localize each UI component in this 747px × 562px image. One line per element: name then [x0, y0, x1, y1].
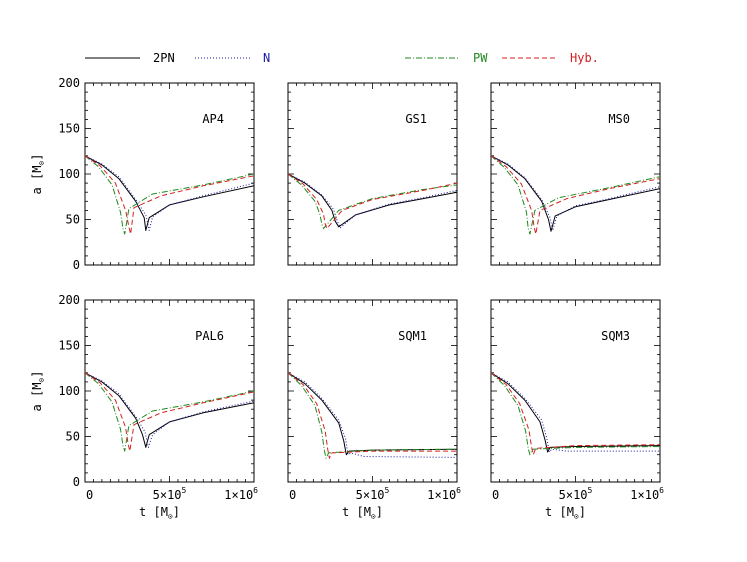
series-n [85, 155, 254, 231]
ticks [490, 82, 661, 266]
series-2pn [288, 372, 457, 456]
series-group [288, 372, 457, 459]
series-pw [491, 155, 660, 235]
panel-sqm3: 0 5×105 1×106 t [M⊙] SQM3 [490, 299, 664, 521]
series-hyb [288, 173, 457, 230]
x-axis-label: t [M⊙] [342, 505, 383, 521]
ticks [84, 82, 255, 266]
legend-label: 2PN [153, 51, 175, 65]
y-tick-label: 200 [58, 76, 80, 90]
series-hyb [288, 372, 457, 459]
panel-gs1: GS1 [287, 82, 458, 266]
y-tick-label: 0 [73, 475, 80, 489]
panel-title: AP4 [202, 112, 224, 126]
y-tick-label: 50 [66, 213, 80, 227]
ticks [84, 299, 255, 483]
y-tick-label: 200 [58, 293, 80, 307]
x-tick-label: 1×106 [427, 486, 461, 502]
panel-title: GS1 [405, 112, 427, 126]
y-axis-label: a [M⊙] [30, 371, 46, 412]
y-tick-label: 100 [58, 167, 80, 181]
panel-ms0: MS0 [490, 82, 661, 266]
x-tick-label: 0 [492, 488, 499, 502]
series-group [85, 372, 254, 452]
legend: 2PN N PW Hyb. [85, 51, 599, 65]
panel-frame [84, 299, 255, 483]
legend-label: PW [473, 51, 488, 65]
legend-entry-hyb: Hyb. [502, 51, 599, 65]
legend-label: Hyb. [570, 51, 599, 65]
series-2pn [491, 155, 660, 232]
series-n [288, 372, 457, 458]
legend-label: N [263, 51, 270, 65]
y-tick-label: 100 [58, 384, 80, 398]
x-tick-label: 5×105 [153, 486, 187, 502]
panel-ap4: 0 50 100 150 200 a [M⊙] AP4 [30, 76, 255, 272]
panel-frame [84, 82, 255, 266]
panel-title: MS0 [608, 112, 630, 126]
panels: 0 50 100 150 200 a [M⊙] AP4 GS1 MS0 0 50 100 150 200 a… [30, 76, 664, 521]
ticks [287, 299, 458, 483]
ticks [490, 299, 661, 483]
series-hyb [491, 372, 660, 456]
series-pw [288, 372, 457, 459]
panel-frame [287, 299, 458, 483]
x-tick-label: 0 [86, 488, 93, 502]
series-hyb [85, 372, 254, 452]
ticks [287, 82, 458, 266]
panel-pal6: 0 50 100 150 200 a [M⊙] 0 5×105 1×106 t [M⊙] PAL6 [30, 293, 258, 521]
series-2pn [85, 155, 254, 231]
panel-frame [287, 82, 458, 266]
y-tick-label: 50 [66, 430, 80, 444]
series-2pn [85, 372, 254, 448]
series-pw [288, 173, 457, 230]
panel-title: SQM3 [601, 329, 630, 343]
series-n [491, 372, 660, 453]
series-group [288, 173, 457, 230]
series-pw [85, 155, 254, 235]
legend-entry-pw: PW [405, 51, 488, 65]
panel-frame [490, 299, 661, 483]
x-tick-label: 1×106 [224, 486, 258, 502]
series-group [491, 372, 660, 456]
series-pw [491, 372, 660, 456]
y-tick-label: 150 [58, 122, 80, 136]
series-group [491, 155, 660, 235]
x-tick-label: 0 [289, 488, 296, 502]
x-tick-label: 5×105 [559, 486, 593, 502]
panel-frame [490, 82, 661, 266]
panel-sqm1: 0 5×105 1×106 t [M⊙] SQM1 [287, 299, 461, 521]
legend-entry-n: N [195, 51, 270, 65]
legend-entry-2pn: 2PN [85, 51, 175, 65]
y-axis-label: a [M⊙] [30, 154, 46, 195]
series-group [85, 155, 254, 235]
series-pw [85, 372, 254, 452]
series-n [85, 372, 254, 448]
series-hyb [491, 155, 660, 235]
x-axis-label: t [M⊙] [545, 505, 586, 521]
panel-title: PAL6 [195, 329, 224, 343]
y-tick-label: 150 [58, 339, 80, 353]
series-hyb [85, 155, 254, 235]
series-n [288, 173, 457, 229]
series-2pn [491, 372, 660, 453]
panel-title: SQM1 [398, 329, 427, 343]
series-n [491, 155, 660, 231]
series-2pn [288, 173, 457, 228]
x-tick-label: 1×106 [630, 486, 664, 502]
x-axis-label: t [M⊙] [139, 505, 180, 521]
y-tick-label: 0 [73, 258, 80, 272]
x-tick-label: 5×105 [356, 486, 390, 502]
